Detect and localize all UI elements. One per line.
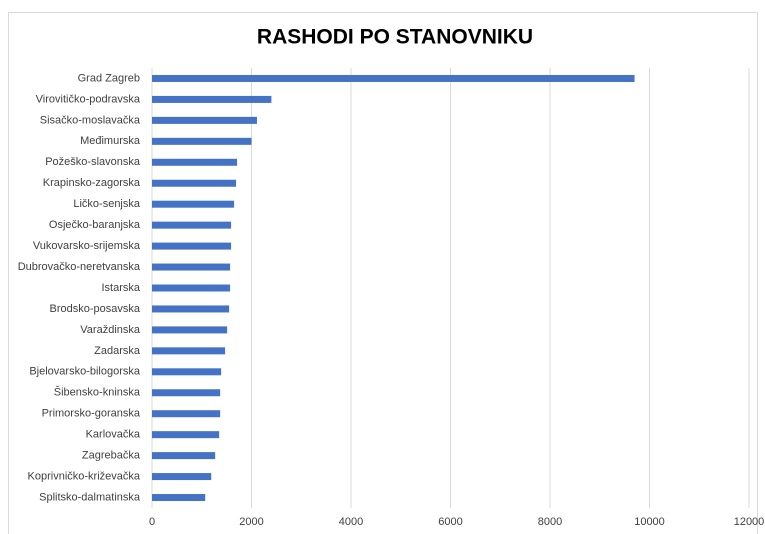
bar	[152, 95, 272, 103]
y-tick-label: Požeško-slavonska	[45, 156, 141, 168]
bar	[152, 305, 230, 313]
x-tick-label: 4000	[339, 516, 363, 528]
x-tick-label: 12000	[734, 516, 765, 528]
y-tick-label: Sisačko-moslavačka	[40, 114, 141, 126]
y-tick-label: Primorsko-goranska	[42, 408, 141, 420]
x-tick-label: 10000	[634, 516, 665, 528]
y-tick-label: Karlovačka	[86, 429, 141, 441]
bar	[152, 368, 222, 376]
bar	[152, 200, 235, 208]
bar	[152, 116, 257, 124]
bar	[152, 452, 216, 460]
bar	[152, 473, 212, 481]
y-tick-label: Splitsko-dalmatinska	[39, 491, 141, 503]
y-tick-label: Zadarska	[94, 345, 141, 357]
y-tick-label: Brodsko-posavska	[50, 303, 141, 315]
bar	[152, 389, 221, 397]
x-tick-label: 2000	[239, 516, 263, 528]
bar	[152, 242, 232, 250]
bar	[152, 284, 231, 292]
y-tick-label: Vukovarsko-srijemska	[33, 240, 141, 252]
y-tick-label: Istarska	[101, 282, 140, 294]
y-tick-label: Bjelovarsko-bilogorska	[29, 366, 141, 378]
y-tick-label: Varaždinska	[80, 324, 141, 336]
bar	[152, 221, 232, 229]
x-tick-label: 6000	[438, 516, 462, 528]
bar	[152, 137, 252, 145]
y-tick-label: Osječko-baranjska	[49, 219, 141, 231]
bar	[152, 494, 206, 502]
bar	[152, 326, 228, 334]
y-tick-label: Dubrovačko-neretvanska	[18, 261, 141, 273]
y-tick-label: Šibensko-kninska	[54, 386, 141, 399]
chart-frame	[8, 12, 758, 534]
bar	[152, 410, 221, 418]
y-tick-label: Krapinsko-zagorska	[43, 177, 141, 189]
y-tick-label: Grad Zagreb	[78, 72, 140, 84]
y-tick-label: Zagrebačka	[82, 450, 141, 462]
chart-title: RASHODI PO STANOVNIKU	[257, 26, 533, 49]
bar	[152, 263, 231, 271]
bar	[152, 158, 238, 166]
bar	[152, 74, 635, 82]
y-tick-label: Međimurska	[80, 135, 141, 147]
x-tick-label: 8000	[538, 516, 562, 528]
x-tick-label: 0	[149, 516, 155, 528]
y-tick-label: Virovitičko-podravska	[36, 93, 141, 105]
bar	[152, 431, 220, 439]
bar	[152, 179, 237, 187]
y-tick-label: Koprivničko-križevačka	[28, 470, 141, 482]
y-tick-label: Ličko-senjska	[73, 198, 141, 210]
bar	[152, 347, 226, 355]
